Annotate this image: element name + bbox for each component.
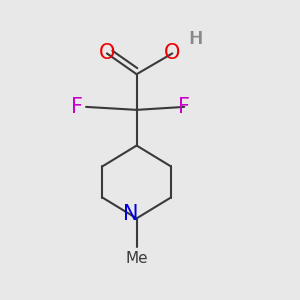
Text: Me: Me [125,251,148,266]
Text: O: O [164,44,181,63]
Text: F: F [178,97,190,117]
Text: H: H [188,30,201,48]
Text: N: N [123,204,138,224]
Text: F: F [71,97,83,117]
Text: H: H [189,29,203,47]
Text: O: O [99,44,115,63]
